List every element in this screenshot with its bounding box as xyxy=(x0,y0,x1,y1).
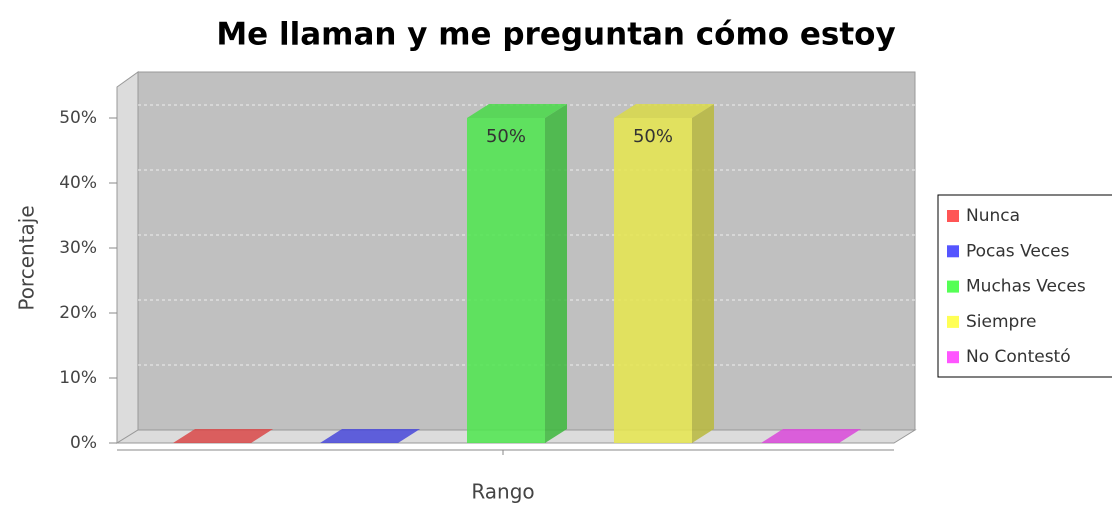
legend-swatch xyxy=(947,245,959,258)
legend-label: Siempre xyxy=(966,312,1036,332)
value-label: 50% xyxy=(486,126,526,147)
y-tick-label: 20% xyxy=(59,303,97,323)
bar-side xyxy=(545,104,567,443)
bar-top xyxy=(614,104,714,118)
bar-top xyxy=(467,104,567,118)
bar-side xyxy=(692,104,714,443)
legend-swatch xyxy=(947,280,959,293)
legend-swatch xyxy=(947,315,959,328)
y-tick-label: 0% xyxy=(70,433,97,453)
y-axis-label: Porcentaje xyxy=(15,205,39,310)
legend-swatch xyxy=(947,210,959,222)
legend-label: Pocas Veces xyxy=(966,241,1070,261)
legend-label: No Contestó xyxy=(966,347,1071,367)
x-axis-label: Rango xyxy=(471,480,534,504)
bar-top xyxy=(173,429,273,443)
bar-top xyxy=(761,429,861,443)
y-tick-label: 10% xyxy=(59,368,97,388)
value-label: 50% xyxy=(633,126,673,147)
legend-label: Muchas Veces xyxy=(966,277,1086,297)
bar-top xyxy=(320,429,420,443)
chart-title: Me llaman y me preguntan cómo estoy xyxy=(216,17,895,53)
legend-swatch xyxy=(947,351,959,364)
bar xyxy=(467,118,545,443)
y-tick-label: 30% xyxy=(59,238,97,258)
y-tick-label: 40% xyxy=(59,173,97,193)
legend xyxy=(937,194,1112,378)
left-wall xyxy=(116,71,139,444)
legend-label: Nunca xyxy=(966,206,1020,226)
y-tick-label: 50% xyxy=(59,108,97,128)
bar xyxy=(614,118,692,443)
